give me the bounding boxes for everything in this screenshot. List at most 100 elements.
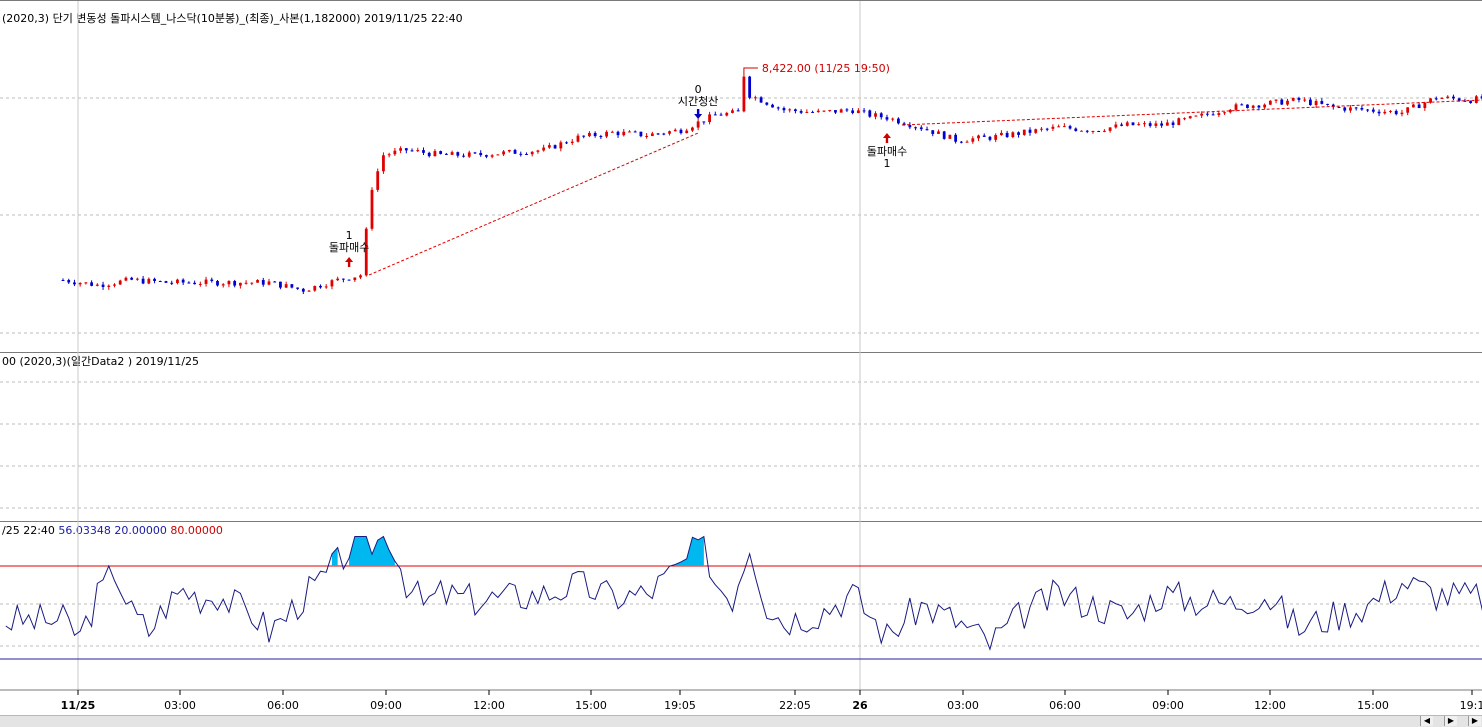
- candle-body: [1234, 104, 1238, 110]
- candle-body: [599, 136, 603, 138]
- candle-body: [1377, 111, 1381, 114]
- candle-body: [233, 281, 237, 286]
- x-axis-tick-label: 09:00: [1152, 699, 1184, 712]
- x-axis-tick-label: 03:00: [947, 699, 979, 712]
- scroll-left-icon[interactable]: ◀: [1420, 716, 1433, 726]
- price-panel-title: (2020,3) 단기 변동성 돌파시스템_나스닥(10분봉)_(최종)_사본(…: [2, 12, 463, 25]
- indicator-low-level: 20.00000: [114, 524, 167, 537]
- candle-body: [1480, 96, 1482, 99]
- candle-body: [1120, 124, 1123, 126]
- candle-body: [73, 282, 76, 285]
- candle-body: [1091, 131, 1095, 133]
- x-axis-tick-label: 06:00: [1049, 699, 1081, 712]
- candle-body: [1274, 99, 1278, 101]
- candle-body: [1331, 104, 1335, 108]
- candle-body: [462, 155, 465, 157]
- candle-body: [1206, 113, 1209, 115]
- candle-body: [988, 136, 992, 140]
- candle-body: [301, 288, 305, 292]
- candle-body: [650, 133, 654, 136]
- candle-body: [1326, 103, 1329, 105]
- candle-body: [1011, 132, 1015, 138]
- horizontal-scrollbar[interactable]: ◀ ▶ ▶: [0, 715, 1482, 727]
- candle-body: [1286, 100, 1289, 105]
- candle-body: [696, 121, 700, 128]
- candle-body: [633, 131, 637, 133]
- candle-body: [1051, 126, 1055, 129]
- candle-body: [1005, 132, 1009, 138]
- candle-body: [507, 149, 511, 152]
- candle-body: [187, 282, 191, 284]
- candle-body: [1022, 129, 1026, 135]
- candle-body: [170, 282, 174, 284]
- candle-body: [1160, 123, 1164, 126]
- scroll-right-icon[interactable]: ▶: [1444, 716, 1457, 726]
- candle-body: [1148, 123, 1152, 126]
- scroll-end-icon[interactable]: ▶: [1468, 716, 1481, 726]
- candle-body: [1103, 130, 1106, 132]
- candle-body: [713, 114, 717, 116]
- candle-body: [290, 284, 294, 288]
- candle-body: [330, 280, 334, 287]
- candle-body: [788, 109, 792, 111]
- candle-body: [845, 109, 849, 111]
- candle-body: [267, 281, 271, 285]
- indicator-panel-title: /25 22:40 56.03348 20.00000 80.00000: [2, 524, 223, 537]
- trade-line-1: [368, 132, 699, 276]
- candle-body: [67, 280, 71, 283]
- candle-body: [256, 280, 259, 283]
- candle-body: [759, 97, 763, 103]
- candle-body: [1263, 104, 1267, 108]
- x-axis-tick-label: 15:00: [575, 699, 607, 712]
- candle-body: [1463, 100, 1467, 102]
- x-axis-tick-label: 26: [852, 699, 868, 712]
- candle-body: [1446, 96, 1450, 98]
- candle-body: [919, 127, 923, 130]
- candle-body: [479, 152, 483, 156]
- candle-body: [914, 127, 917, 129]
- candle-body: [1474, 96, 1478, 103]
- candle-body: [336, 278, 340, 281]
- buy-arrow-icon: [882, 133, 891, 143]
- candle-body: [113, 284, 116, 286]
- candle-body: [273, 281, 277, 283]
- candle-body: [879, 113, 883, 118]
- candle-body: [1154, 123, 1158, 126]
- candle-body: [1406, 107, 1410, 113]
- candle-body: [994, 135, 998, 140]
- candle-body: [1417, 104, 1421, 109]
- candle-body: [1057, 126, 1061, 128]
- signal-count: 1: [346, 229, 353, 242]
- candle-body: [1371, 109, 1375, 112]
- signal-label: 돌파매수: [867, 145, 907, 158]
- candle-body: [393, 150, 397, 155]
- data2-panel-title: 00 (2020,3)(일간Data2 ) 2019/11/25: [2, 355, 200, 368]
- candle-body: [1389, 110, 1392, 112]
- candle-body: [433, 151, 437, 157]
- candle-body: [490, 155, 494, 157]
- candle-body: [799, 111, 803, 113]
- candle-body: [942, 131, 946, 139]
- candle-body: [61, 280, 65, 281]
- candle-body: [1108, 127, 1112, 131]
- candle-body: [456, 152, 460, 156]
- candle-body: [439, 151, 443, 154]
- oscillator-line: [5, 535, 1482, 651]
- signal-label: 시간청산: [678, 95, 718, 108]
- candle-body: [1034, 129, 1038, 133]
- candle-body: [221, 284, 225, 286]
- candle-body: [536, 150, 540, 152]
- candle-body: [387, 154, 391, 156]
- candle-body: [742, 76, 746, 112]
- candle-body: [1131, 122, 1135, 126]
- candle-body: [891, 118, 895, 120]
- candle-body: [118, 280, 122, 285]
- candle-body: [616, 131, 620, 136]
- candle-body: [496, 154, 500, 156]
- panel-separator-2: [0, 521, 1482, 522]
- candle-body: [364, 228, 368, 276]
- candle-body: [1200, 113, 1204, 116]
- candle-body: [107, 285, 111, 287]
- candle-body: [1171, 122, 1175, 126]
